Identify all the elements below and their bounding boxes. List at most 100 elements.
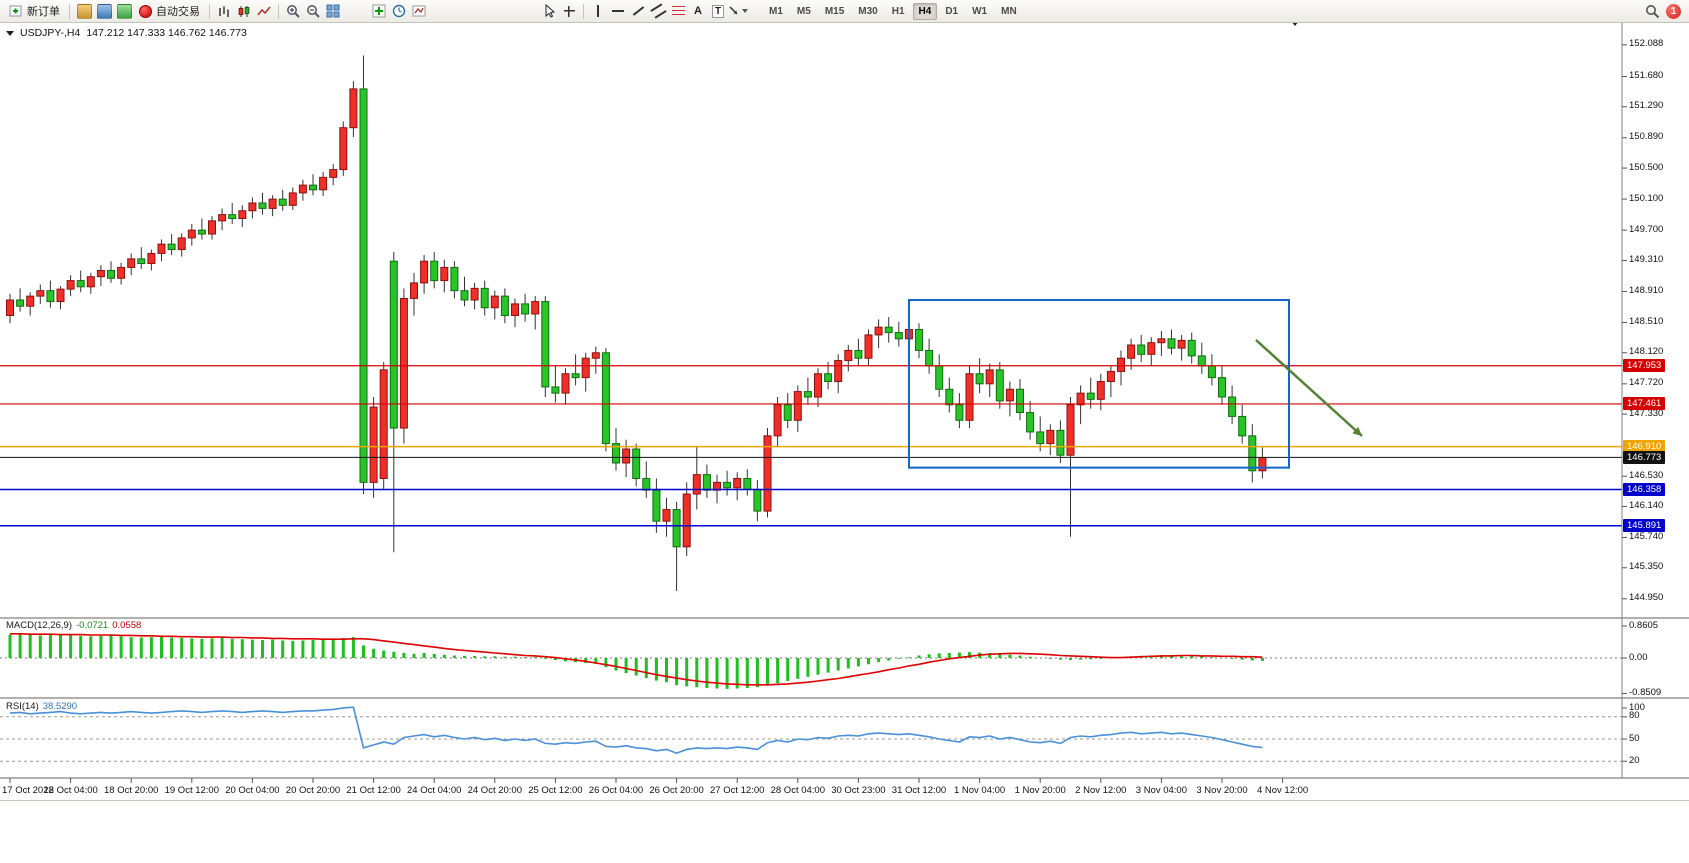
time-axis-label: 27 Oct 12:00 <box>709 785 765 796</box>
time-axis-label: 20 Oct 20:00 <box>285 785 341 796</box>
candlestick-icon[interactable] <box>234 1 254 21</box>
add-indicator-icon <box>372 4 386 18</box>
price-level-box: 146.773 <box>1623 450 1666 464</box>
one-click-trading-toggle[interactable] <box>6 30 14 36</box>
tile-windows-icon[interactable] <box>323 1 343 21</box>
timeframe-h4[interactable]: H4 <box>912 2 938 20</box>
new-order-button[interactable]: 新订单 <box>4 1 65 21</box>
time-axis-label: 24 Oct 04:00 <box>406 785 462 796</box>
main-toolbar: 新订单 自动交易 A T <box>0 0 1689 23</box>
rsi-indicator-label: RSI(14) 38.5290 <box>6 701 77 712</box>
macd-indicator-label: MACD(12,26,9) -0.0721 0.0558 <box>6 620 141 631</box>
time-axis-label: 24 Oct 20:00 <box>467 785 522 796</box>
channel-icon <box>649 3 667 19</box>
axis-tick-label: 100 <box>1629 701 1645 713</box>
vertical-line-button[interactable] <box>588 1 608 21</box>
axis-tick-label: 148.120 <box>1629 346 1664 358</box>
timeframe-d1[interactable]: D1 <box>945 5 959 17</box>
zoom-in-icon[interactable] <box>283 1 303 21</box>
price-level-box: 147.953 <box>1623 359 1666 373</box>
toolbar-separator <box>278 3 279 19</box>
new-order-label: 新订单 <box>27 6 60 18</box>
autotrade-icon <box>139 4 152 18</box>
axis-tick-label: 148.910 <box>1629 284 1664 296</box>
price-axis[interactable]: 152.088 151.680 151.290 150.890 150.500 150.1… <box>0 0 1689 810</box>
channel-button[interactable] <box>648 1 668 21</box>
crosshair-button[interactable] <box>559 1 579 21</box>
arrow-tools-icon <box>729 6 738 15</box>
axis-tick-label: 147.330 <box>1629 407 1664 419</box>
time-axis-label: 18 Oct 04:00 <box>43 785 98 796</box>
fibonacci-button[interactable] <box>668 1 688 21</box>
trendline-button[interactable] <box>628 1 648 21</box>
vertical-line-icon <box>597 5 599 17</box>
axis-tick-label: 149.700 <box>1629 223 1664 235</box>
timeframe-m5[interactable]: M5 <box>796 5 811 17</box>
time-axis-label: 2 Nov 12:00 <box>1075 785 1127 796</box>
autotrade-button[interactable]: 自动交易 <box>134 1 205 21</box>
time-axis[interactable]: 17 Oct 2022 18 Oct 04:00 18 Oct 20:00 19 Oc… <box>0 785 1622 800</box>
axis-tick-label: 145.740 <box>1629 530 1664 542</box>
time-axis-label: 1 Nov 04:00 <box>953 785 1006 796</box>
price-level-box: 146.358 <box>1623 483 1666 497</box>
symbol-label: USDJPY-,H4 147.212 147.333 146.762 146.7… <box>6 27 247 39</box>
axis-tick-label: 150.890 <box>1629 131 1664 143</box>
timeframe-m30[interactable]: M30 <box>858 5 878 17</box>
market-watch-icon[interactable] <box>114 1 134 21</box>
period-button[interactable] <box>389 1 409 21</box>
axis-tick-label: 145.350 <box>1629 561 1664 573</box>
template-button[interactable] <box>409 1 429 21</box>
time-axis-label: 3 Nov 20:00 <box>1196 785 1248 796</box>
axis-tick-label: 147.720 <box>1629 377 1664 389</box>
macd-name: MACD(12,26,9) <box>6 620 72 631</box>
line-chart-icon[interactable] <box>254 1 274 21</box>
period-icon <box>392 4 406 18</box>
arrow-tools-button[interactable] <box>728 1 748 21</box>
axis-tick-label: 148.510 <box>1629 316 1664 327</box>
timeframe-mn[interactable]: MN <box>1001 5 1017 17</box>
axis-tick-label: 80 <box>1629 710 1640 722</box>
text-label-icon: T <box>711 4 725 18</box>
zoom-out-icon[interactable] <box>303 1 323 21</box>
chart-window-icon[interactable] <box>74 1 94 21</box>
timeframe-m1[interactable]: M1 <box>769 5 783 17</box>
time-axis-label: 26 Oct 20:00 <box>649 785 704 796</box>
horizontal-line-button[interactable] <box>608 1 628 21</box>
profile-icon[interactable] <box>94 1 114 21</box>
bar-chart-icon[interactable] <box>214 1 234 21</box>
macd-main-value: -0.0721 <box>76 620 109 631</box>
text-button[interactable]: A <box>688 1 708 21</box>
timeframe-w1[interactable]: W1 <box>972 5 988 17</box>
axis-tick-label: 50 <box>1629 732 1640 744</box>
chart-shift-icon <box>412 5 426 17</box>
crosshair-icon <box>562 4 576 18</box>
text-label-button[interactable]: T <box>708 1 728 21</box>
axis-tick-label: 151.290 <box>1629 100 1664 112</box>
axis-tick-label: 0.00 <box>1629 651 1648 663</box>
timeframe-h1[interactable]: H1 <box>891 5 905 17</box>
time-axis-label: 20 Oct 04:00 <box>225 785 280 796</box>
axis-tick-label: 150.100 <box>1629 192 1664 204</box>
axis-tick-label: 146.530 <box>1629 469 1664 481</box>
macd-signal-value: 0.0558 <box>112 620 142 631</box>
notification-badge[interactable]: 1 <box>1666 3 1681 19</box>
timeframe-m15[interactable]: M15 <box>824 5 845 17</box>
toolbar-separator <box>583 3 584 19</box>
timeframe-group: M1 M5 M15 M30 H1 H4 D1 W1 MN <box>762 2 1024 20</box>
price-level-box: 147.461 <box>1623 397 1666 411</box>
time-axis-label: 28 Oct 04:00 <box>770 785 825 796</box>
chart-plot-svg <box>0 22 1689 801</box>
search-icon <box>1645 4 1659 18</box>
search-button[interactable] <box>1642 1 1662 21</box>
cursor-button[interactable] <box>539 1 559 21</box>
text-icon: A <box>694 4 702 17</box>
fibonacci-icon <box>671 6 685 16</box>
time-axis-label: 21 Oct 12:00 <box>346 785 401 796</box>
add-ind[interactable] <box>369 1 389 21</box>
time-axis-label: 26 Oct 04:00 <box>588 785 644 796</box>
axis-tick-label: 20 <box>1629 754 1640 766</box>
time-axis-label: 25 Oct 12:00 <box>528 785 583 796</box>
time-axis-label: 4 Nov 12:00 <box>1256 785 1309 796</box>
axis-tick-label: -0.8509 <box>1629 687 1662 699</box>
